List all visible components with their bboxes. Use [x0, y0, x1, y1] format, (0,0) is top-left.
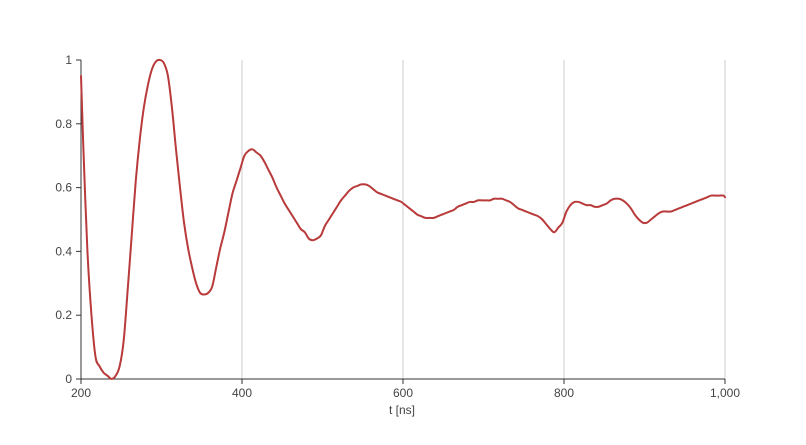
- y-tick-label-2: 0.4: [55, 244, 72, 258]
- series-layer: [80, 58, 726, 380]
- x-axis-label: t [ns]: [389, 403, 415, 417]
- y-tick-label-1: 0.2: [55, 308, 72, 322]
- x-tick-label-3: 800: [554, 386, 574, 400]
- x-tick-label-2: 600: [393, 386, 413, 400]
- ticks-layer: 200 400 600 800 1,000 0 0.2 0.4 0.6 0.8 1: [55, 53, 740, 400]
- y-tick-label-4: 0.8: [55, 117, 72, 131]
- x-tick-label-4: 1,000: [710, 386, 740, 400]
- y-tick-label-3: 0.6: [55, 181, 72, 195]
- y-tick-label-5: 1: [65, 53, 72, 67]
- series-line-0: [80, 58, 726, 380]
- x-tick-label-0: 200: [71, 386, 91, 400]
- x-tick-label-1: 400: [232, 386, 252, 400]
- y-tick-label-0: 0: [65, 372, 72, 386]
